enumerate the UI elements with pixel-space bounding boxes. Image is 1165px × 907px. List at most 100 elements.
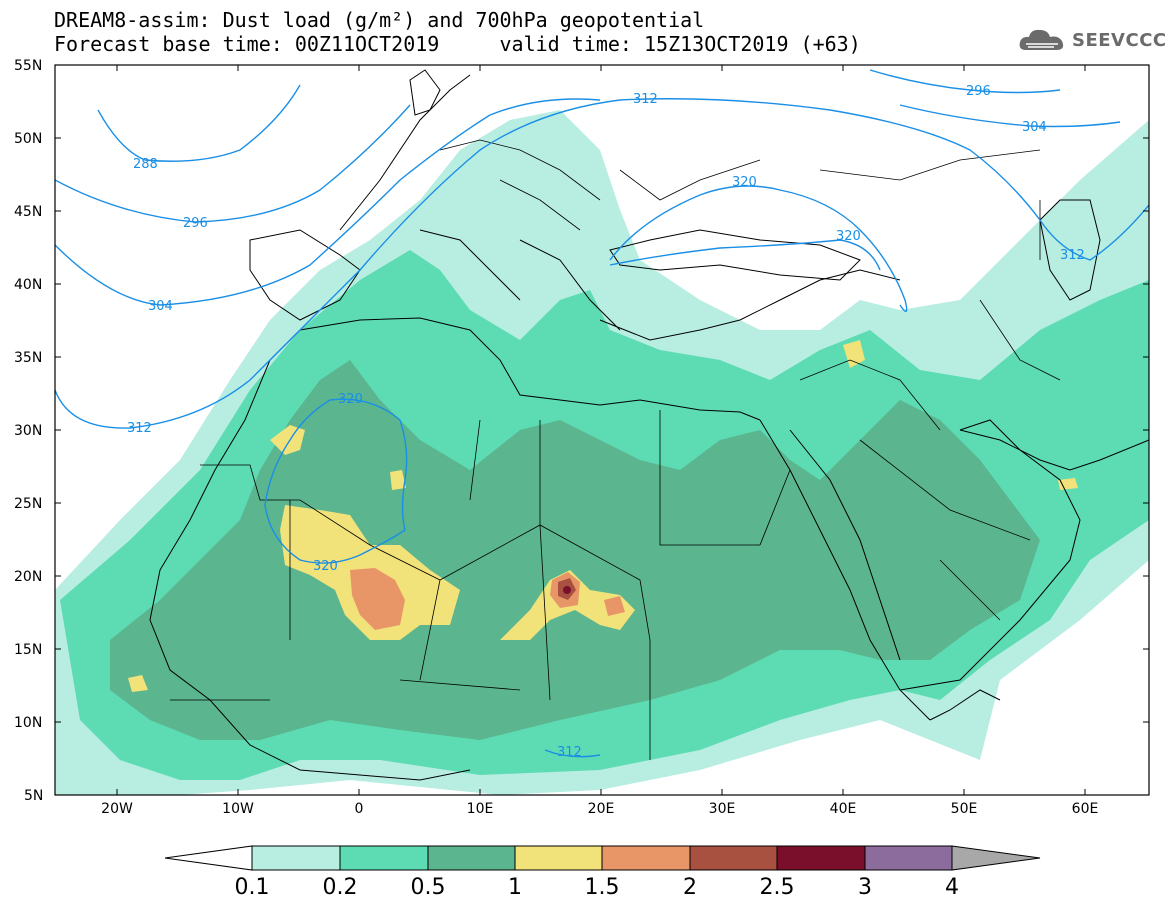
lat-label: 10N [14, 715, 42, 731]
longitude-labels: 20W 10W 0 10E 20E 30E 40E 50E 60E [101, 801, 1098, 817]
colorbar [164, 845, 1041, 871]
border-lines-africa [170, 410, 791, 760]
contour-labels: 288 296 304 312 320 320 320 312 296 304 … [127, 84, 1085, 760]
colorbar-label: 1 [508, 875, 522, 900]
seevccc-logo: SEEVCCC [1018, 26, 1165, 54]
colorbar-label: 0.2 [323, 875, 358, 900]
contour-label-296: 296 [183, 216, 208, 231]
coast-black-sea [609, 229, 861, 281]
lat-label: 35N [14, 350, 42, 366]
contour-label-320-c: 320 [732, 175, 757, 190]
title-line-2: Forecast base time: 00Z11OCT2019 valid t… [54, 32, 861, 56]
lat-label: 40N [14, 277, 42, 293]
coast-horn-africa [929, 689, 1001, 721]
colorbar-swatch-5 [689, 845, 778, 871]
contour-304-east [899, 104, 1121, 128]
dust-level-2.5 [563, 586, 571, 594]
dust-level-0.5 [110, 360, 1040, 740]
geopotential-contours [55, 69, 1149, 758]
colorbar-swatch-7 [864, 845, 953, 871]
lat-label: 50N [14, 131, 42, 147]
border-lines-europe [439, 139, 1041, 231]
contour-label-320-d: 320 [836, 229, 861, 244]
title-block: DREAM8-assim: Dust load (g/m²) and 700hP… [54, 8, 861, 56]
coast-north-africa [299, 317, 761, 421]
contour-label-304-east: 304 [1022, 120, 1047, 135]
longitude-axis [116, 65, 1086, 795]
colorbar-label: 0.1 [235, 875, 270, 900]
colorbar-labels: 0.1 0.2 0.5 1 1.5 2 2.5 3 4 [235, 875, 960, 900]
coast-west-africa [149, 329, 471, 781]
colorbar-swatch-1 [339, 845, 429, 871]
contour-296-east [869, 69, 1061, 94]
colorbar-swatch-3 [514, 845, 603, 871]
lat-label: 45N [14, 204, 42, 220]
lat-label: 20N [14, 569, 42, 585]
contour-296-west [55, 104, 411, 223]
latitude-axis [55, 64, 1149, 796]
dust-field [55, 110, 1149, 795]
lon-label: 30E [709, 801, 736, 817]
coastlines [149, 69, 1149, 781]
coast-europe [339, 74, 901, 341]
coast-iberia [249, 229, 361, 321]
lon-label: 60E [1072, 801, 1099, 817]
lat-label: 30N [14, 423, 42, 439]
colorbar-label: 1.5 [585, 875, 620, 900]
dust-level-1.5-a [350, 568, 405, 630]
contour-304-west [55, 98, 601, 306]
colorbar-swatch-0 [251, 845, 341, 871]
lon-label: 10E [467, 801, 494, 817]
contour-label-304: 304 [148, 299, 173, 314]
colorbar-label: 3 [858, 875, 872, 900]
coast-arabia [899, 419, 1081, 691]
colorbar-label: 2.5 [760, 875, 795, 900]
contour-320-sahara [264, 398, 408, 564]
coast-persian-gulf [959, 429, 1149, 471]
colorbar-high-arrow [951, 845, 1041, 871]
cloud-logo-icon [1019, 29, 1064, 50]
dust-level-1-g [390, 470, 406, 490]
lon-label: 0 [355, 801, 364, 817]
lon-label: 20W [101, 801, 133, 817]
contour-label-312-south: 312 [557, 745, 582, 760]
lat-label: 5N [24, 788, 43, 804]
colorbar-swatch-4 [601, 845, 691, 871]
dust-level-1-f [128, 675, 148, 692]
lon-label: 50E [951, 801, 978, 817]
dust-level-1-c [270, 425, 305, 455]
lat-label: 25N [14, 496, 42, 512]
lon-label: 40E [830, 801, 857, 817]
coast-uk [409, 69, 441, 116]
contour-label-296-east: 296 [966, 84, 991, 99]
logo-text: SEEVCCC [1072, 29, 1165, 51]
lat-label: 55N [14, 58, 42, 74]
borders [170, 139, 1061, 760]
contour-312-south [544, 749, 601, 758]
coast-caspian [1039, 199, 1101, 301]
contour-312-west [55, 98, 1149, 429]
colorbar-label: 0.5 [411, 875, 446, 900]
contour-label-312-east: 312 [1060, 248, 1085, 263]
dust-level-1-e [1058, 478, 1078, 490]
contour-label-288: 288 [133, 157, 158, 172]
lon-label: 10W [222, 801, 254, 817]
colorbar-swatch-2 [427, 845, 516, 871]
colorbar-label: 4 [945, 875, 959, 900]
dust-level-1.5-c [604, 596, 625, 616]
colorbar-swatch-6 [776, 845, 866, 871]
contour-label-320-a: 320 [338, 392, 363, 407]
border-lines-middle-east [799, 200, 1061, 621]
contour-label-312: 312 [127, 421, 152, 436]
contour-label-320-b: 320 [313, 559, 338, 574]
colorbar-low-arrow [164, 845, 253, 871]
colorbar-label: 2 [683, 875, 697, 900]
title-line-1: DREAM8-assim: Dust load (g/m²) and 700hP… [54, 8, 705, 32]
lat-label: 15N [14, 642, 42, 658]
contour-320-east [609, 185, 908, 313]
lon-label: 20E [588, 801, 615, 817]
contour-label-312-b: 312 [633, 92, 658, 107]
contour-288 [97, 84, 301, 162]
latitude-labels: 55N 50N 45N 40N 35N 30N 25N 20N 15N 10N … [14, 58, 43, 804]
